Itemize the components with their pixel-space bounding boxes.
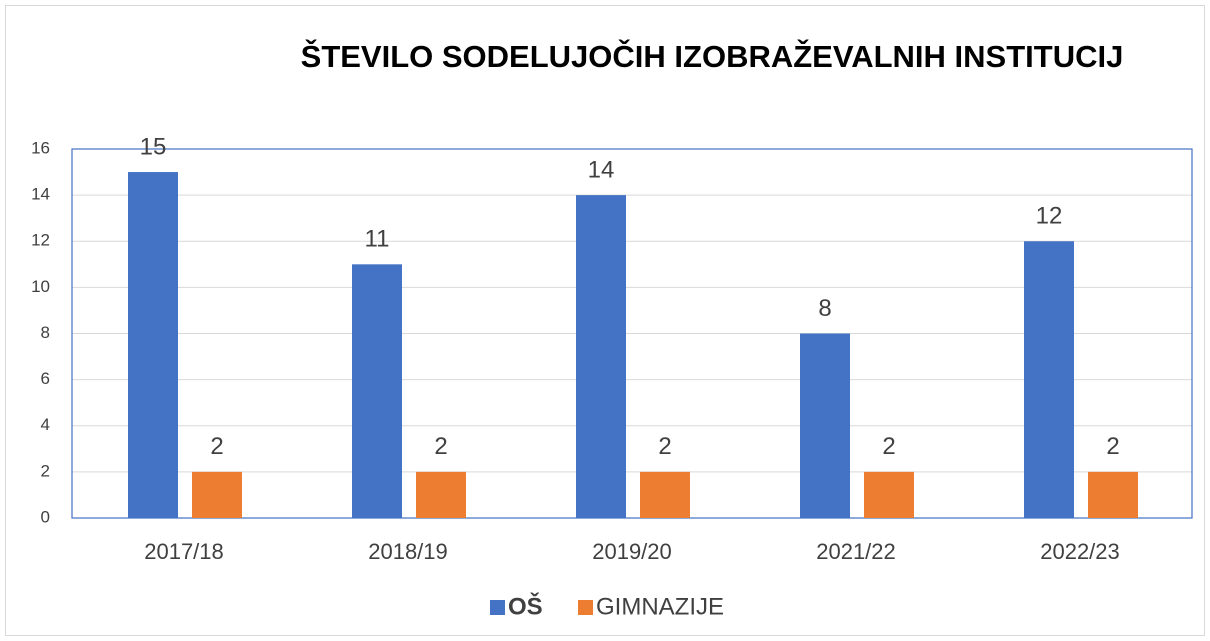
legend-swatch: [490, 600, 505, 615]
x-tick-label: 2017/18: [144, 539, 224, 564]
bar: [1024, 241, 1074, 518]
data-label: 14: [588, 156, 615, 183]
bar: [800, 333, 850, 518]
y-tick-label: 12: [31, 231, 50, 250]
bar: [352, 264, 402, 518]
bar: [128, 172, 178, 518]
bar: [576, 195, 626, 518]
y-tick-label: 0: [41, 507, 50, 526]
y-tick-label: 6: [41, 369, 50, 388]
data-label: 2: [1106, 433, 1119, 460]
y-tick-label: 14: [31, 185, 50, 204]
bar: [416, 471, 466, 518]
x-tick-label: 2022/23: [1040, 539, 1120, 564]
bar: [864, 471, 914, 518]
y-tick-label: 4: [41, 415, 50, 434]
y-tick-label: 10: [31, 277, 50, 296]
legend-label: OŠ: [508, 592, 543, 620]
chart-border: [5, 5, 1205, 636]
data-label: 2: [882, 433, 895, 460]
data-label: 2: [658, 433, 671, 460]
bar: [192, 471, 242, 518]
legend-label: GIMNAZIJE: [596, 593, 724, 620]
chart-title: ŠTEVILO SODELUJOČIH IZOBRAŽEVALNIH INSTI…: [300, 39, 1124, 74]
bar: [1088, 471, 1138, 518]
data-label: 12: [1036, 203, 1063, 230]
x-tick-label: 2019/20: [592, 539, 672, 564]
bar: [640, 471, 690, 518]
y-tick-label: 16: [31, 138, 50, 157]
x-tick-label: 2021/22: [816, 539, 896, 564]
plot-border: [71, 148, 1193, 519]
data-label: 2: [210, 433, 223, 460]
data-label: 8: [818, 295, 831, 322]
data-label: 15: [140, 133, 167, 160]
y-tick-label: 2: [41, 461, 50, 480]
x-tick-label: 2018/19: [368, 539, 448, 564]
y-tick-label: 8: [41, 323, 50, 342]
data-label: 2: [434, 433, 447, 460]
data-label: 11: [365, 226, 390, 253]
legend-swatch: [578, 600, 593, 615]
